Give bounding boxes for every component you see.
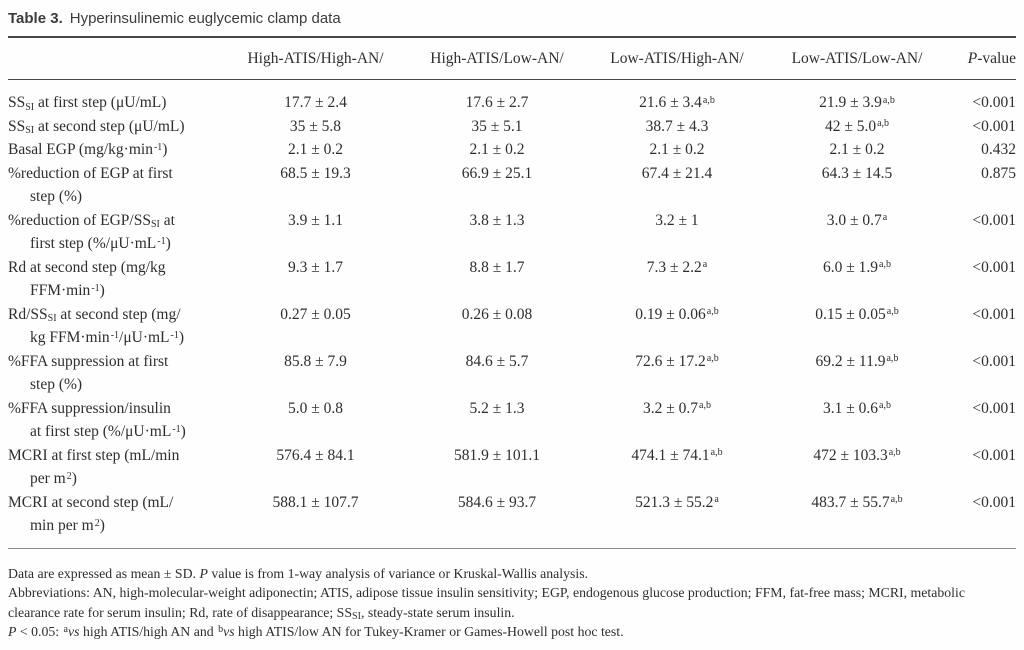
table-row-sssi-second-step: SSSI at second step (μU/mL) 35 ± 5.8 35 … [8, 115, 1016, 139]
table-row-reduction-egp-first-step: %reduction of EGP at first step (%) 68.5 … [8, 162, 1016, 209]
row-label: Rd/SSSI at second step (mg/kg FFM·min-1/… [8, 305, 185, 347]
table-row-reduction-egp-sssi: %reduction of EGP/SSSI at first step (%/μ… [8, 209, 1016, 256]
divider-header [8, 79, 1016, 80]
value-cell: 35 ± 5.1 [471, 117, 523, 135]
pvalue-cell: <0.001 [972, 352, 1016, 370]
row-label: %reduction of EGP at first step (%) [8, 164, 173, 206]
table-row-mcri-first-step: MCRI at first step (mL/min per m2) 576.4 … [8, 444, 1016, 491]
value-cell: 521.3 ± 55.2a [635, 493, 719, 511]
value-cell: 3.2 ± 1 [655, 211, 699, 229]
column-header-pvalue: P-value [967, 50, 1016, 67]
value-cell: 2.1 ± 0.2 [287, 141, 343, 158]
column-header-high-atis-high-an: High-ATIS/High-AN/ [247, 50, 384, 67]
value-cell: 581.9 ± 101.1 [453, 446, 540, 464]
table-caption: Hyperinsulinemic euglycemic clamp data [69, 10, 341, 27]
divider-bottom [8, 547, 1016, 549]
column-header-low-atis-high-an: Low-ATIS/High-AN/ [610, 50, 744, 67]
pvalue-cell: <0.001 [972, 94, 1016, 111]
value-cell: 0.19 ± 0.06a,b [635, 305, 719, 323]
value-cell: 66.9 ± 25.1 [461, 164, 533, 182]
row-label: Basal EGP (mg/kg·min-1) [8, 141, 168, 158]
value-cell: 3.8 ± 1.3 [469, 211, 525, 229]
value-cell: 3.1 ± 0.6a,b [823, 399, 891, 417]
value-cell: 42 ± 5.0a,b [824, 117, 890, 135]
value-cell: 64.3 ± 14.5 [821, 164, 893, 182]
row-label: %FFA suppression/insulin at first step (%… [8, 399, 186, 441]
value-cell: 588.1 ± 107.7 [272, 493, 359, 511]
table-row-ffa-suppression-insulin: %FFA suppression/insulin at first step (%… [8, 397, 1016, 444]
value-cell: 69.2 ± 11.9a,b [815, 352, 899, 370]
value-cell: 5.0 ± 0.8 [287, 399, 343, 417]
value-cell: 72.6 ± 17.2a,b [635, 352, 719, 370]
value-cell: 17.6 ± 2.7 [465, 94, 529, 111]
pvalue-cell: 0.875 [981, 164, 1016, 182]
value-cell: 8.8 ± 1.7 [469, 258, 525, 276]
table-row-basal-egp: Basal EGP (mg/kg·min-1) 2.1 ± 0.2 2.1 ± … [8, 138, 1016, 162]
value-cell: 5.2 ± 1.3 [469, 399, 525, 417]
value-cell: 2.1 ± 0.2 [649, 141, 705, 158]
value-cell: 38.7 ± 4.3 [645, 117, 709, 135]
value-cell: 6.0 ± 1.9a,b [823, 258, 891, 276]
pvalue-cell: <0.001 [972, 117, 1016, 135]
value-cell: 3.0 ± 0.7a [826, 211, 888, 229]
column-header-high-atis-low-an: High-ATIS/Low-AN/ [430, 50, 564, 67]
row-label: SSSI at second step (μU/mL) [8, 117, 185, 136]
table-body: SSSI at first step (μU/mL) 17.7 ± 2.4 17… [8, 80, 1016, 548]
value-cell: 17.7 ± 2.4 [284, 94, 347, 111]
table-row-sssi-first-step: SSSI at first step (μU/mL) 17.7 ± 2.4 17… [8, 91, 1016, 115]
footnote-abbreviations: Abbreviations: AN, high-molecular-weight… [8, 585, 965, 623]
footnote-posthoc: P < 0.05: avs high ATIS/high AN and bvs … [8, 623, 624, 640]
value-cell: 85.8 ± 7.9 [284, 352, 347, 370]
pvalue-cell: <0.001 [972, 493, 1016, 511]
value-cell: 2.1 ± 0.2 [829, 141, 885, 158]
value-cell: 584.6 ± 93.7 [457, 493, 537, 511]
pvalue-cell: <0.001 [972, 258, 1016, 276]
pvalue-cell: <0.001 [972, 446, 1016, 464]
table-row-rd-second-step: Rd at second step (mg/kg FFM·min-1) 9.3 ±… [8, 256, 1016, 303]
value-cell: 84.6 ± 5.7 [465, 352, 529, 370]
pvalue-cell: <0.001 [972, 305, 1016, 323]
value-cell: 7.3 ± 2.2a [646, 258, 708, 276]
value-cell: 2.1 ± 0.2 [469, 141, 525, 158]
value-cell: 68.5 ± 19.3 [280, 164, 351, 182]
pvalue-cell: <0.001 [972, 399, 1016, 417]
footnote-mean-sd: Data are expressed as mean ± SD. P value… [8, 565, 589, 581]
value-cell: 483.7 ± 55.7a,b [811, 493, 903, 511]
row-label: MCRI at first step (mL/min per m2) [8, 446, 180, 488]
row-label: %reduction of EGP/SSSI at first step (%/μ… [8, 211, 175, 253]
table-row-rd-sssi-second-step: Rd/SSSI at second step (mg/kg FFM·min-1/… [8, 303, 1016, 350]
value-cell: 35 ± 5.8 [289, 117, 342, 135]
value-cell: 474.1 ± 74.1a,b [631, 446, 723, 464]
value-cell: 3.9 ± 1.1 [287, 211, 343, 229]
value-cell: 9.3 ± 1.7 [287, 258, 343, 276]
table-footnotes: Data are expressed as mean ± SD. P value… [8, 564, 1016, 642]
value-cell: 0.27 ± 0.05 [280, 305, 351, 323]
value-cell: 21.9 ± 3.9a,b [819, 94, 895, 111]
row-label: Rd at second step (mg/kg FFM·min-1) [8, 258, 166, 300]
table-row-ffa-suppression-first-step: %FFA suppression at first step (%) 85.8 ±… [8, 350, 1016, 397]
value-cell: 0.26 ± 0.08 [461, 305, 533, 323]
column-header-low-atis-low-an: Low-ATIS/Low-AN/ [791, 50, 923, 67]
value-cell: 21.6 ± 3.4a,b [639, 94, 715, 111]
table-row-mcri-second-step: MCRI at second step (mL/min per m2) 588.… [8, 491, 1016, 538]
row-label: %FFA suppression at first step (%) [8, 352, 169, 394]
pvalue-cell: <0.001 [972, 211, 1016, 229]
value-cell: 67.4 ± 21.4 [641, 164, 713, 182]
row-label: SSSI at first step (μU/mL) [8, 94, 167, 113]
value-cell: 3.2 ± 0.7a,b [643, 399, 711, 417]
table-header-row: High-ATIS/High-AN/ High-ATIS/Low-AN/ Low… [8, 38, 1016, 79]
table-title: Table 3. Hyperinsulinemic euglycemic clam… [8, 10, 1016, 27]
table-number: Table 3. [8, 10, 63, 27]
divider-top [8, 36, 1016, 38]
row-label: MCRI at second step (mL/min per m2) [8, 493, 174, 535]
value-cell: 576.4 ± 84.1 [276, 446, 355, 464]
pvalue-cell: 0.432 [981, 141, 1016, 158]
value-cell: 0.15 ± 0.05a,b [815, 305, 899, 323]
value-cell: 472 ± 103.3a,b [813, 446, 901, 464]
